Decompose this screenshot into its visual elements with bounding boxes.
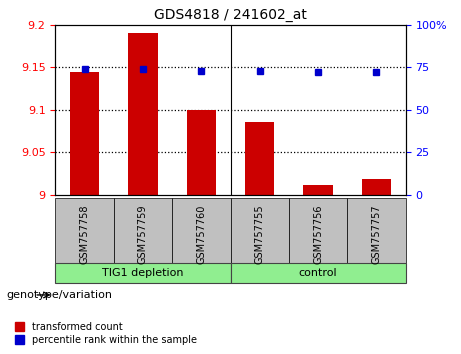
Title: GDS4818 / 241602_at: GDS4818 / 241602_at xyxy=(154,8,307,22)
FancyBboxPatch shape xyxy=(55,198,114,263)
Bar xyxy=(128,33,158,195)
Bar xyxy=(187,110,216,195)
FancyBboxPatch shape xyxy=(289,198,347,263)
Bar xyxy=(362,179,391,195)
FancyBboxPatch shape xyxy=(230,263,406,283)
FancyBboxPatch shape xyxy=(230,198,289,263)
FancyBboxPatch shape xyxy=(55,263,230,283)
FancyBboxPatch shape xyxy=(114,198,172,263)
Text: genotype/variation: genotype/variation xyxy=(6,290,112,300)
Text: TIG1 depletion: TIG1 depletion xyxy=(102,268,183,278)
Bar xyxy=(303,184,333,195)
FancyBboxPatch shape xyxy=(172,198,230,263)
Legend: transformed count, percentile rank within the sample: transformed count, percentile rank withi… xyxy=(15,322,197,345)
Text: control: control xyxy=(299,268,337,278)
Bar xyxy=(245,122,274,195)
FancyBboxPatch shape xyxy=(347,198,406,263)
Bar xyxy=(70,72,99,195)
